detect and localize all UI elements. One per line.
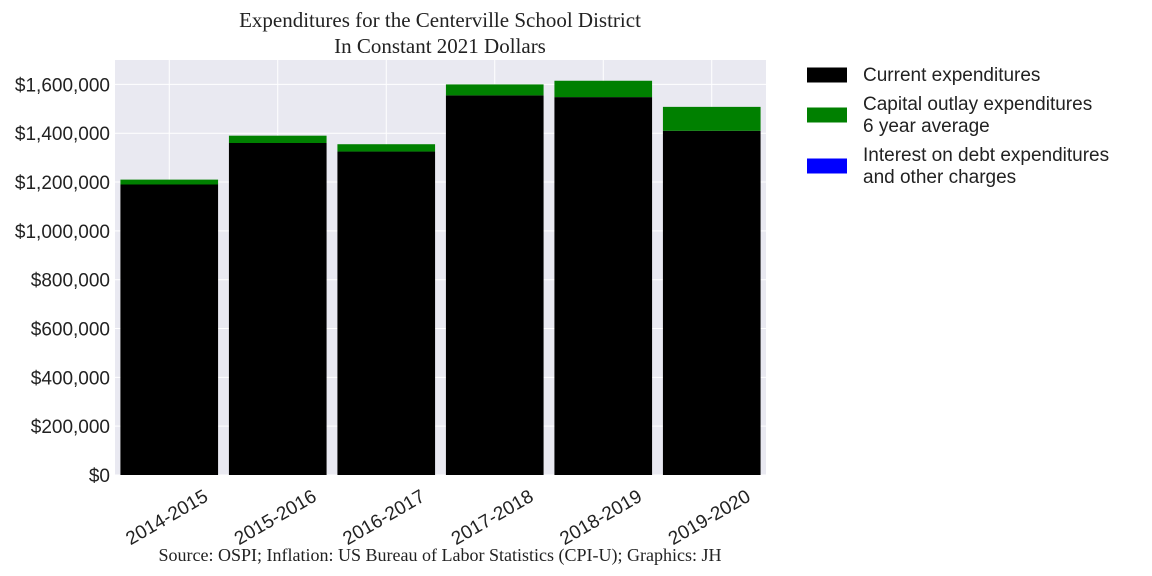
bar-2018-2019-series-1 — [554, 80, 653, 98]
x-tick-label: 2014-2015 — [123, 486, 212, 550]
y-tick-label: $600,000 — [31, 320, 110, 341]
bar-2016-2017-series-0 — [337, 151, 436, 475]
x-tick-label: 2017-2018 — [448, 486, 537, 550]
legend-swatch — [807, 67, 847, 83]
bars — [120, 80, 761, 475]
bar-2016-2017-series-1 — [337, 144, 436, 152]
legend-swatch — [807, 107, 847, 123]
y-tick-label: $200,000 — [31, 417, 110, 438]
bar-2019-2020-series-0 — [662, 130, 761, 475]
legend-label: Capital outlay expenditures 6 year averag… — [863, 94, 1092, 137]
y-tick-label: $1,600,000 — [15, 75, 110, 96]
plot-area — [115, 60, 766, 475]
legend-swatch — [807, 158, 847, 174]
y-tick-label: $1,200,000 — [15, 173, 110, 194]
bar-2017-2018-series-0 — [445, 95, 544, 475]
x-tick-labels: 2014-2015 2015-2016 2016-2017 2017-2018 2018… — [123, 486, 755, 550]
legend-label: Current expenditures — [863, 65, 1040, 86]
bar-2018-2019-series-0 — [554, 97, 653, 475]
bar-2019-2020-series-1 — [662, 106, 761, 131]
legend: Current expenditures Capital outlay expen… — [807, 65, 1109, 188]
chart-title-line-1: Expenditures for the Centerville School … — [239, 8, 641, 32]
bar-2017-2018-series-1 — [445, 84, 544, 96]
y-tick-label: $800,000 — [31, 271, 110, 292]
y-tick-label: $1,000,000 — [15, 222, 110, 243]
y-tick-labels: $0 $200,000 $400,000 $600,000 $800,000 $1,000… — [15, 75, 110, 487]
x-tick-label: 2015-2016 — [231, 486, 320, 550]
x-tick-label: 2019-2020 — [665, 486, 754, 550]
y-tick-label: $1,400,000 — [15, 124, 110, 145]
y-tick-label: $400,000 — [31, 368, 110, 389]
source-note: Source: OSPI; Inflation: US Bureau of La… — [159, 545, 722, 566]
legend-label: Interest on debt expenditures and other c… — [863, 145, 1109, 188]
bar-2014-2015-series-1 — [120, 179, 219, 185]
bar-2015-2016-series-1 — [228, 135, 327, 143]
chart-title-line-2: In Constant 2021 Dollars — [334, 34, 546, 58]
bar-2014-2015-series-0 — [120, 184, 219, 475]
bar-2015-2016-series-0 — [228, 143, 327, 475]
y-tick-label: $0 — [89, 466, 110, 487]
x-tick-label: 2018-2019 — [557, 486, 646, 550]
x-tick-label: 2016-2017 — [340, 486, 429, 550]
